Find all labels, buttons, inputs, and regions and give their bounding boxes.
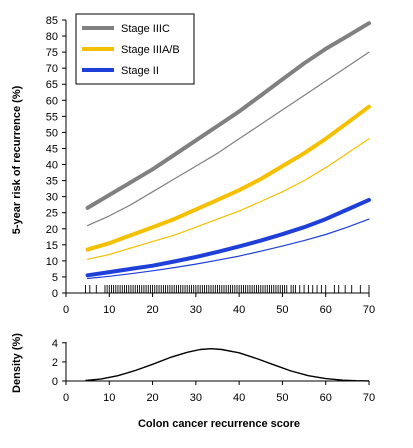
density-x-tick-label: 20 (146, 392, 158, 404)
risk-y-tick-label: 45 (46, 143, 58, 155)
risk-x-tick-label: 30 (190, 304, 202, 316)
density-x-tick-label: 50 (276, 392, 288, 404)
risk-x-tick-label: 70 (363, 304, 375, 316)
curve-stage-iiia-b (88, 107, 369, 250)
risk-x-tick-label: 40 (233, 304, 245, 316)
risk-x-tick-label: 10 (103, 304, 115, 316)
risk-y-tick-label: 5 (52, 272, 58, 284)
density-curve (86, 349, 370, 381)
risk-y-tick-label: 40 (46, 160, 58, 172)
risk-y-tick-label: 25 (46, 208, 58, 220)
risk-y-tick-label: 0 (52, 288, 58, 300)
risk-x-tick-label: 60 (320, 304, 332, 316)
risk-x-tick-label: 20 (146, 304, 158, 316)
risk-y-axis-label: 5-year risk of recurrence (%) (11, 85, 23, 234)
legend: Stage IIIC Stage IIIA/B Stage II (76, 14, 194, 84)
risk-chart: 5-year risk of recurrence (%) 0 5 10 15 20 25… (11, 14, 375, 316)
legend-label: Stage IIIA/B (121, 44, 180, 56)
risk-y-tick-label: 20 (46, 224, 58, 236)
density-y-tick-label: 4 (52, 338, 58, 350)
risk-y-tick-label: 70 (46, 63, 58, 75)
risk-y-tick-label: 55 (46, 111, 58, 123)
risk-y-tick-label: 35 (46, 176, 58, 188)
risk-y-tick-label: 85 (46, 15, 58, 27)
density-x-tick-label: 70 (363, 392, 375, 404)
legend-label: Stage II (121, 65, 159, 77)
density-x-tick-label: 40 (233, 392, 245, 404)
risk-y-tick-label: 80 (46, 31, 58, 43)
density-x-axis-label: Colon cancer recurrence score (138, 418, 300, 430)
risk-y-tick-label: 15 (46, 240, 58, 252)
density-x-tick-label: 30 (190, 392, 202, 404)
risk-y-tick-label: 60 (46, 95, 58, 107)
legend-label: Stage IIIC (121, 23, 170, 35)
risk-y-tick-label: 30 (46, 192, 58, 204)
density-y-tick-label: 0 (52, 376, 58, 388)
density-x-tick-label: 0 (63, 392, 69, 404)
density-x-tick-label: 60 (320, 392, 332, 404)
risk-y-tick-label: 50 (46, 127, 58, 139)
risk-y-tick-label: 75 (46, 47, 58, 59)
risk-x-tick-label: 0 (63, 304, 69, 316)
risk-y-tick-label: 10 (46, 256, 58, 268)
curve-secondary-3 (88, 139, 369, 259)
risk-y-tick-label: 65 (46, 79, 58, 91)
density-y-tick-label: 2 (52, 357, 58, 369)
density-x-tick-label: 10 (103, 392, 115, 404)
density-y-axis-label: Density (%) (11, 333, 23, 393)
density-curve-group (86, 349, 370, 381)
risk-x-tick-label: 50 (276, 304, 288, 316)
score-rug-marks (85, 285, 369, 293)
